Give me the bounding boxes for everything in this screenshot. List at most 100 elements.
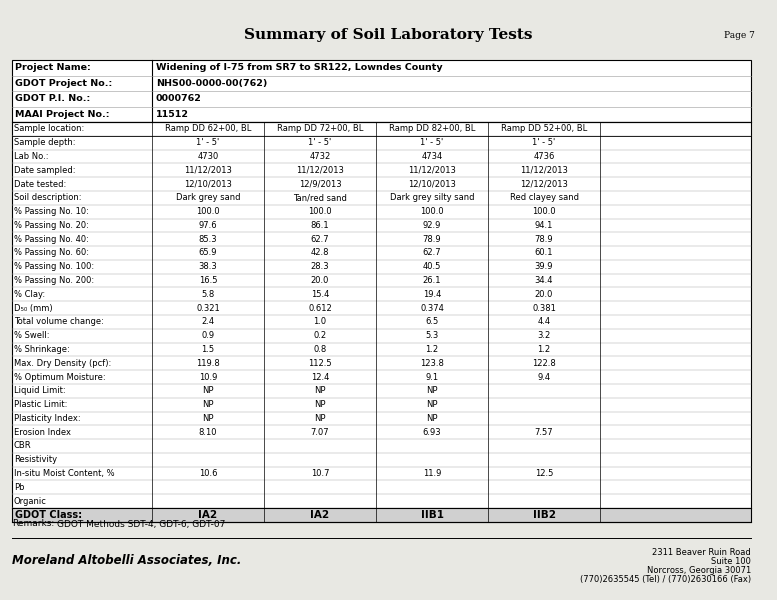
Text: % Shrinkage:: % Shrinkage: (14, 345, 70, 354)
Text: 1.5: 1.5 (201, 345, 214, 354)
Text: D₅₀ (mm): D₅₀ (mm) (14, 304, 53, 313)
Bar (12, 60, 751, 122)
Text: 12/12/2013: 12/12/2013 (520, 179, 568, 188)
Text: 7.07: 7.07 (311, 428, 329, 437)
Text: % Passing No. 10:: % Passing No. 10: (14, 207, 89, 216)
Text: 5.8: 5.8 (201, 290, 214, 299)
Text: 12.4: 12.4 (311, 373, 329, 382)
Text: 2.4: 2.4 (201, 317, 214, 326)
Text: Sample depth:: Sample depth: (14, 138, 75, 147)
Text: NP: NP (202, 414, 214, 423)
Text: 0.381: 0.381 (532, 304, 556, 313)
Text: 86.1: 86.1 (311, 221, 329, 230)
Text: GDOT Class:: GDOT Class: (15, 510, 82, 520)
Text: Ramp DD 82+00, BL: Ramp DD 82+00, BL (388, 124, 476, 133)
Text: Moreland Altobelli Associates, Inc.: Moreland Altobelli Associates, Inc. (12, 553, 242, 566)
Text: % Clay:: % Clay: (14, 290, 45, 299)
Text: In-situ Moist Content, %: In-situ Moist Content, % (14, 469, 115, 478)
Text: 3.2: 3.2 (538, 331, 551, 340)
Text: 1.2: 1.2 (538, 345, 551, 354)
Text: Page 7: Page 7 (724, 31, 755, 40)
Text: Dark grey sand: Dark grey sand (176, 193, 240, 202)
Text: 1' - 5': 1' - 5' (532, 138, 556, 147)
Text: 100.0: 100.0 (420, 207, 444, 216)
Text: Red clayey sand: Red clayey sand (510, 193, 579, 202)
Text: 0.321: 0.321 (196, 304, 220, 313)
Text: Erosion Index: Erosion Index (14, 428, 71, 437)
Text: 10.7: 10.7 (311, 469, 329, 478)
Text: 10.9: 10.9 (199, 373, 218, 382)
Text: Liquid Limit:: Liquid Limit: (14, 386, 65, 395)
Text: 4.4: 4.4 (538, 317, 551, 326)
Text: 100.0: 100.0 (532, 207, 556, 216)
Text: 1' - 5': 1' - 5' (197, 138, 220, 147)
Text: 7.57: 7.57 (535, 428, 553, 437)
Text: NP: NP (202, 386, 214, 395)
Text: 11/12/2013: 11/12/2013 (520, 166, 568, 175)
Text: Sample location:: Sample location: (14, 124, 84, 133)
Text: 123.8: 123.8 (420, 359, 444, 368)
Text: 62.7: 62.7 (311, 235, 329, 244)
Text: Lab No.:: Lab No.: (14, 152, 48, 161)
Text: 19.4: 19.4 (423, 290, 441, 299)
Text: 1' - 5': 1' - 5' (420, 138, 444, 147)
Text: 94.1: 94.1 (535, 221, 553, 230)
Text: 0.9: 0.9 (201, 331, 214, 340)
Text: NP: NP (314, 400, 326, 409)
Text: Total volume change:: Total volume change: (14, 317, 104, 326)
Text: Pb: Pb (14, 483, 25, 492)
Text: % Passing No. 200:: % Passing No. 200: (14, 276, 94, 285)
Text: (770)2635545 (Tel) / (770)2630166 (Fax): (770)2635545 (Tel) / (770)2630166 (Fax) (580, 575, 751, 584)
Text: 4730: 4730 (197, 152, 218, 161)
Text: NP: NP (314, 386, 326, 395)
Text: 20.0: 20.0 (535, 290, 553, 299)
Text: Date sampled:: Date sampled: (14, 166, 75, 175)
Text: 100.0: 100.0 (308, 207, 332, 216)
Text: Summary of Soil Laboratory Tests: Summary of Soil Laboratory Tests (244, 28, 532, 42)
Text: IA2: IA2 (198, 510, 218, 520)
Text: % Swell:: % Swell: (14, 331, 50, 340)
Text: 65.9: 65.9 (199, 248, 218, 257)
Text: 12/9/2013: 12/9/2013 (298, 179, 341, 188)
Text: % Passing No. 60:: % Passing No. 60: (14, 248, 89, 257)
Text: 92.9: 92.9 (423, 221, 441, 230)
Text: 40.5: 40.5 (423, 262, 441, 271)
Bar (12, 122, 751, 522)
Text: 6.93: 6.93 (423, 428, 441, 437)
Text: Soil description:: Soil description: (14, 193, 82, 202)
Text: 11.9: 11.9 (423, 469, 441, 478)
Text: 8.10: 8.10 (199, 428, 218, 437)
Text: 26.1: 26.1 (423, 276, 441, 285)
Text: 1.2: 1.2 (426, 345, 438, 354)
Text: 1.0: 1.0 (313, 317, 326, 326)
Text: 0000762: 0000762 (156, 94, 202, 103)
Text: 0.612: 0.612 (308, 304, 332, 313)
Text: NP: NP (427, 414, 437, 423)
Text: 11/12/2013: 11/12/2013 (408, 166, 456, 175)
Text: 0.2: 0.2 (313, 331, 326, 340)
Text: 100.0: 100.0 (196, 207, 220, 216)
Text: NP: NP (202, 400, 214, 409)
Text: % Passing No. 40:: % Passing No. 40: (14, 235, 89, 244)
Text: 5.3: 5.3 (425, 331, 439, 340)
Text: 20.0: 20.0 (311, 276, 329, 285)
Text: NP: NP (427, 400, 437, 409)
Text: NP: NP (427, 386, 437, 395)
Text: 9.4: 9.4 (538, 373, 551, 382)
Text: 78.9: 78.9 (535, 235, 553, 244)
Text: 62.7: 62.7 (423, 248, 441, 257)
Text: Organic: Organic (14, 497, 47, 506)
Text: 2311 Beaver Ruin Road: 2311 Beaver Ruin Road (652, 548, 751, 557)
Text: 39.9: 39.9 (535, 262, 553, 271)
Text: % Passing No. 100:: % Passing No. 100: (14, 262, 94, 271)
Text: Remarks:: Remarks: (12, 520, 54, 529)
Text: 6.5: 6.5 (425, 317, 439, 326)
Bar (12, 508, 751, 522)
Text: 4736: 4736 (533, 152, 555, 161)
Text: Date tested:: Date tested: (14, 179, 66, 188)
Text: Dark grey silty sand: Dark grey silty sand (390, 193, 474, 202)
Text: 97.6: 97.6 (199, 221, 218, 230)
Text: 9.1: 9.1 (426, 373, 438, 382)
Text: % Passing No. 20:: % Passing No. 20: (14, 221, 89, 230)
Text: GDOT P.I. No.:: GDOT P.I. No.: (15, 94, 90, 103)
